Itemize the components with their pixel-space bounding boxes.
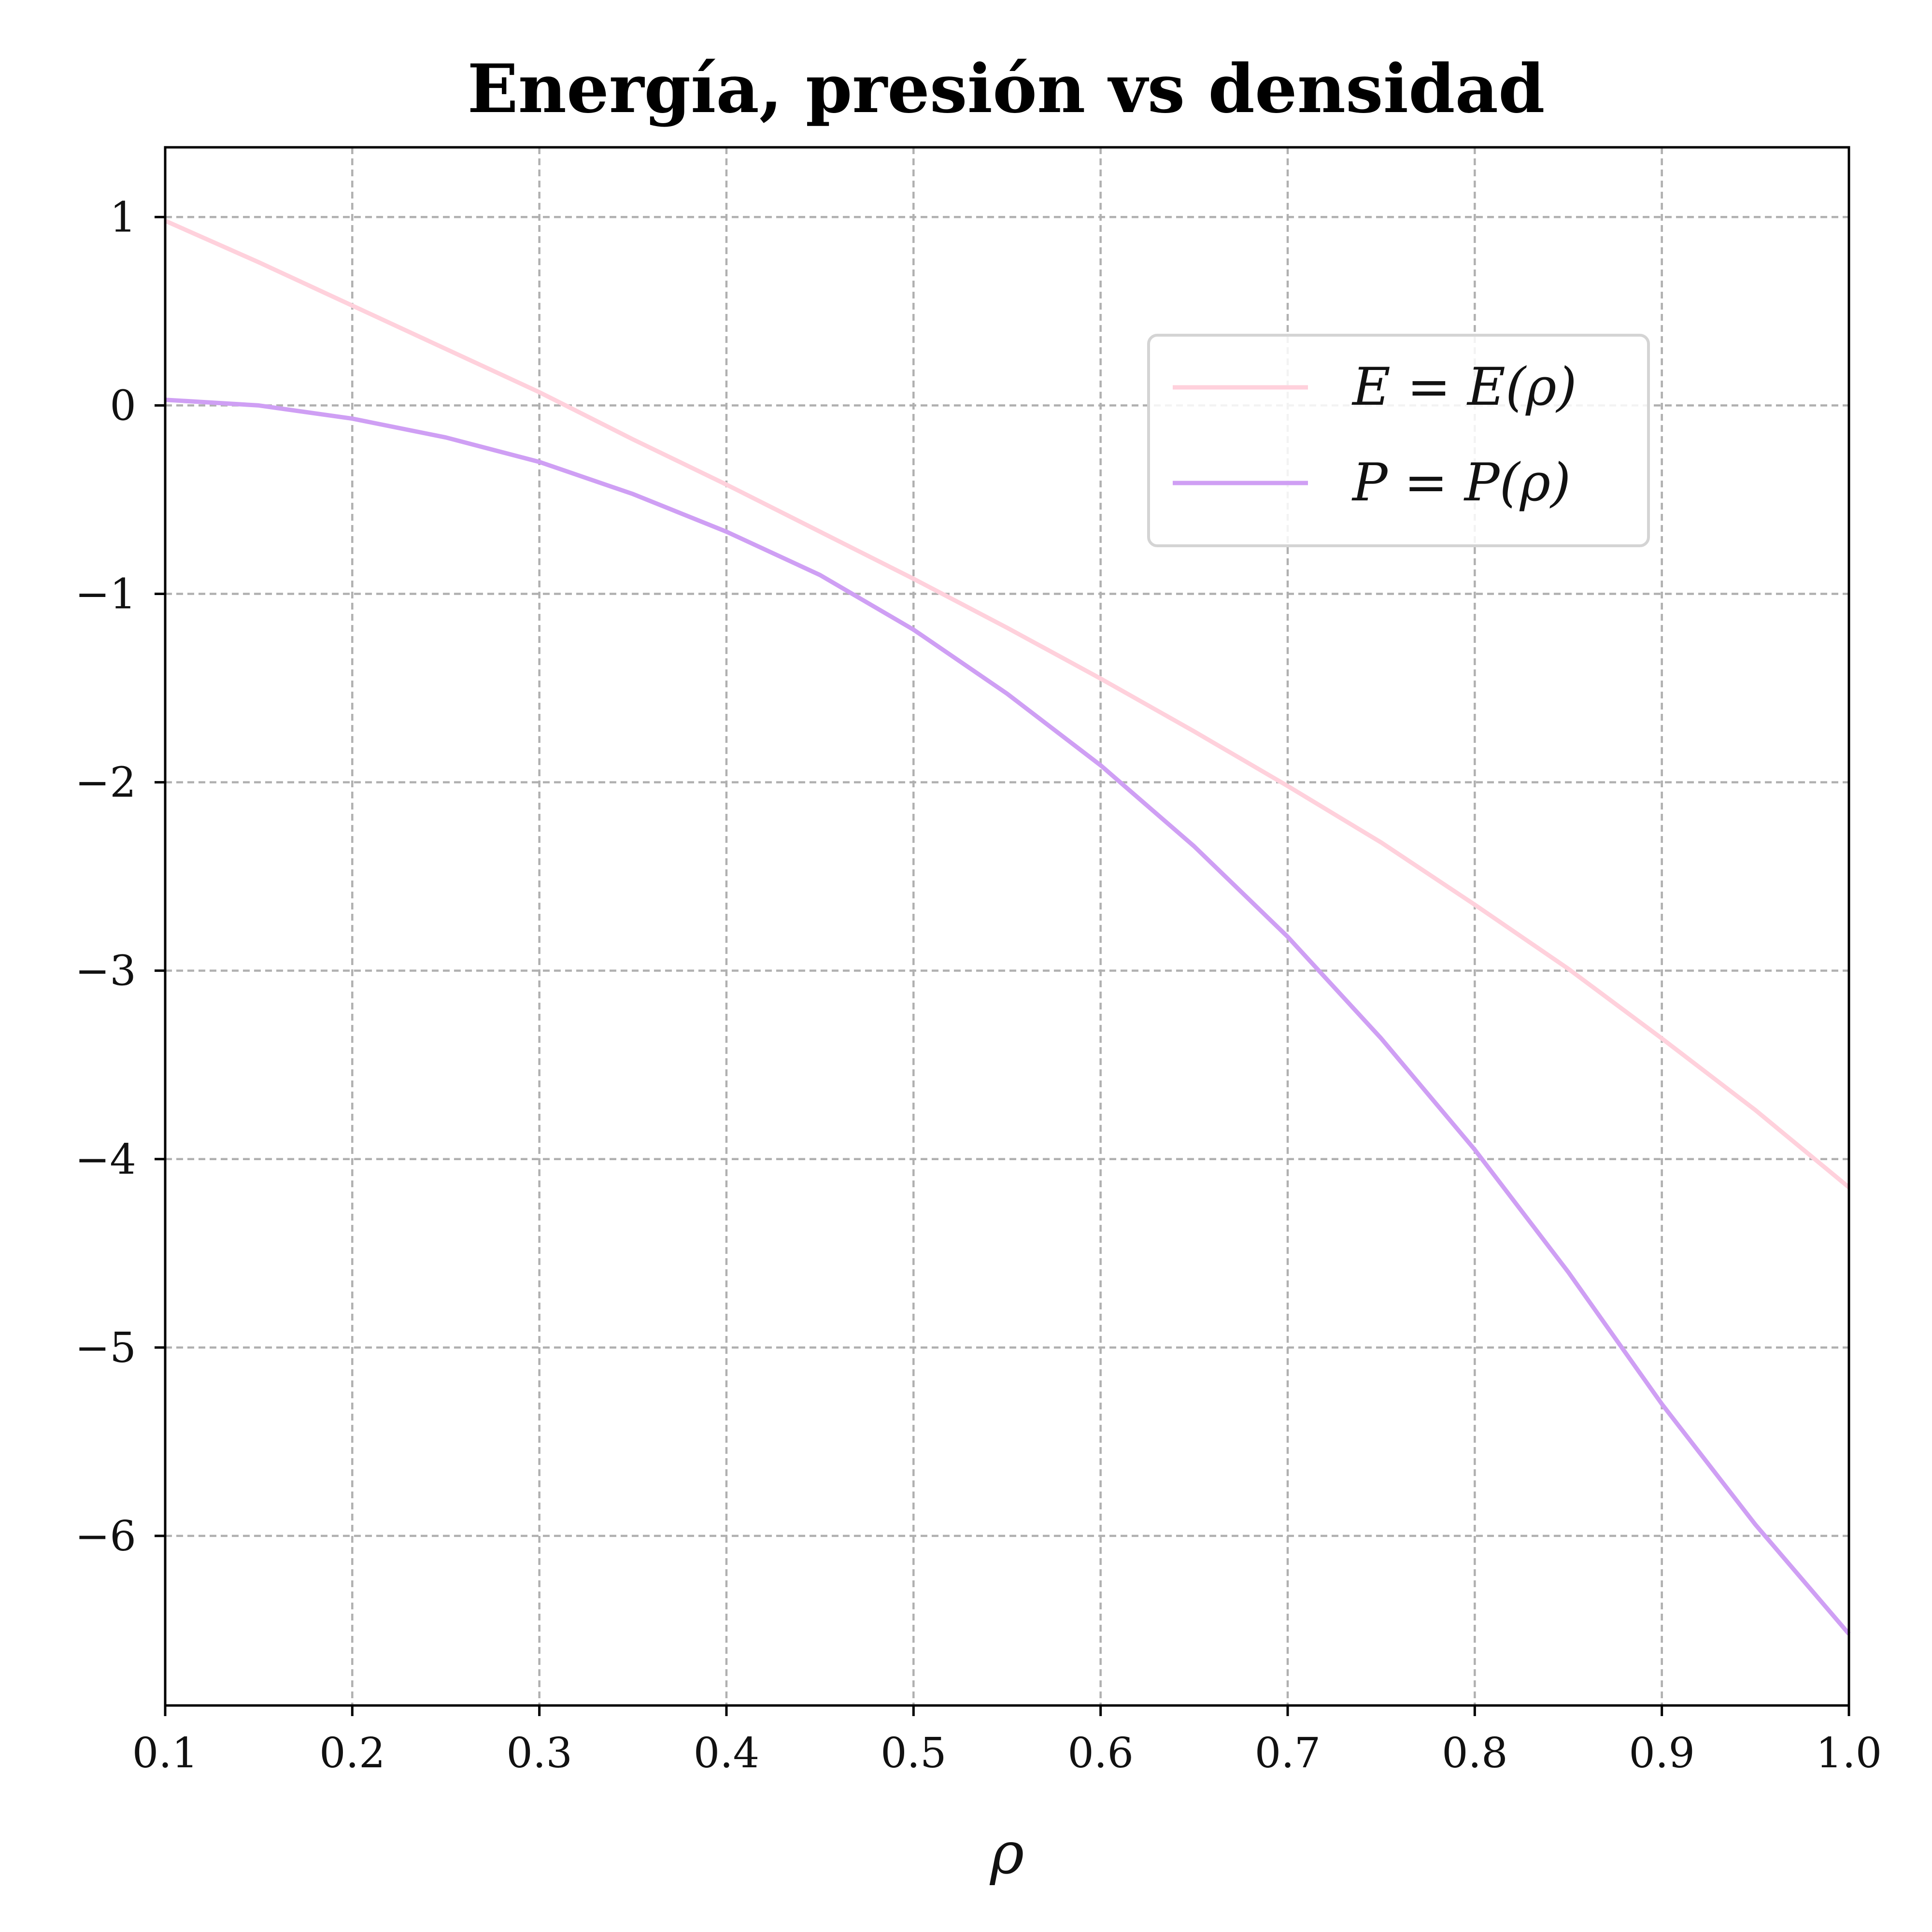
plot-lines [164, 218, 1851, 1635]
x-tick-label: 0.9 [1629, 1729, 1695, 1777]
legend-label-energy: E = E(ρ) [1351, 357, 1577, 417]
plot-frame [164, 146, 1850, 1707]
x-tick-label: 0.5 [881, 1729, 947, 1777]
legend: E = E(ρ) P = P(ρ) [1147, 334, 1650, 547]
x-tick-label: 0.4 [694, 1729, 760, 1777]
x-tick-label: 1.0 [1816, 1729, 1882, 1777]
ticks: 0.1 0.2 0.3 0.4 0.5 0.6 0.7 0.8 0.9 1.0 1 0 −1 −2 −3 −4… [75, 193, 1882, 1777]
x-tick-label: 0.1 [132, 1729, 199, 1777]
y-tick-label: −5 [75, 1324, 136, 1372]
y-tick-label: 1 [110, 193, 136, 242]
line-pressure [165, 398, 1851, 1635]
y-tick-label: −3 [75, 947, 136, 995]
x-axis-label: ρ [989, 1820, 1024, 1887]
legend-label-pressure: P = P(ρ) [1351, 453, 1571, 513]
x-tick-label: 0.3 [506, 1729, 572, 1777]
x-tick-label: 0.2 [319, 1729, 385, 1777]
x-tick-label: 0.8 [1442, 1729, 1508, 1777]
chart-title: Energía, presión vs densidad [467, 49, 1545, 128]
y-tick-label: 0 [110, 382, 136, 430]
y-tick-label: −1 [75, 570, 136, 619]
x-tick-label: 0.7 [1255, 1729, 1321, 1777]
x-tick-label: 0.6 [1067, 1729, 1134, 1777]
y-tick-label: −4 [75, 1136, 136, 1184]
y-tick-label: −2 [75, 759, 136, 807]
line-energy [164, 218, 1850, 1189]
y-tick-label: −6 [75, 1512, 136, 1561]
